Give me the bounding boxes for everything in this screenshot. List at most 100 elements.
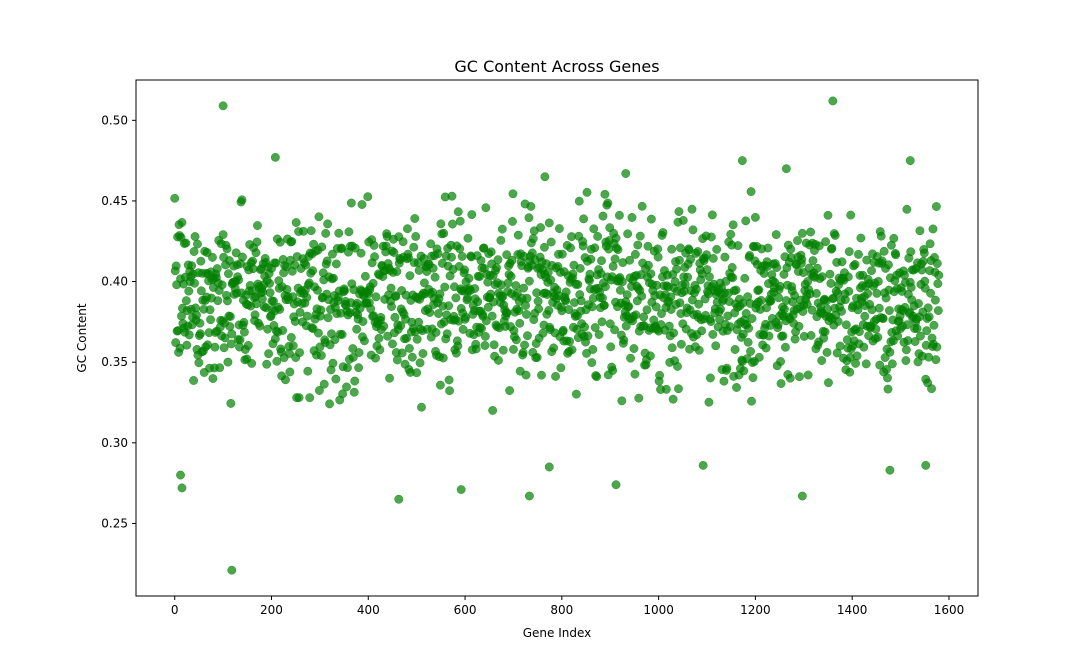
data-point: [884, 306, 894, 315]
data-point: [614, 210, 624, 220]
data-point: [617, 277, 627, 287]
data-point: [779, 304, 789, 314]
data-point: [488, 406, 498, 415]
data-point: [508, 189, 518, 199]
data-point: [745, 251, 755, 260]
data-point: [187, 261, 197, 271]
data-point: [837, 306, 846, 316]
data-point: [674, 255, 684, 265]
data-point: [901, 345, 911, 355]
data-point: [879, 246, 889, 256]
data-point: [348, 352, 358, 362]
data-point: [438, 353, 448, 363]
data-point: [392, 355, 402, 365]
data-point: [854, 249, 863, 259]
data-point: [811, 289, 821, 298]
data-point: [295, 307, 305, 317]
data-point: [875, 360, 885, 370]
data-point: [238, 252, 247, 262]
data-point: [597, 317, 607, 327]
data-point: [778, 331, 788, 341]
data-point: [730, 345, 740, 354]
data-point: [354, 363, 364, 373]
data-point: [457, 251, 467, 261]
data-point: [356, 248, 366, 258]
data-point: [598, 293, 607, 303]
data-point: [634, 393, 644, 403]
data-point: [317, 242, 327, 252]
data-point: [833, 317, 843, 326]
data-point: [664, 321, 674, 331]
data-point: [371, 353, 380, 363]
x-tick-label: 400: [357, 603, 380, 617]
data-point: [630, 249, 640, 259]
data-point: [286, 333, 296, 342]
data-point: [841, 320, 851, 330]
data-point: [919, 248, 929, 258]
data-point: [812, 263, 822, 273]
data-point: [902, 320, 912, 330]
data-point: [405, 271, 415, 281]
y-axis-label: GC Content: [75, 303, 89, 373]
data-point: [878, 314, 888, 324]
data-point: [265, 279, 275, 288]
data-point: [923, 303, 933, 313]
data-point: [728, 273, 738, 283]
data-point: [727, 263, 737, 272]
data-point: [678, 215, 688, 225]
data-point: [476, 256, 486, 266]
data-point: [603, 198, 613, 208]
data-point: [316, 351, 326, 360]
data-point: [375, 345, 385, 355]
data-point: [558, 325, 568, 335]
data-point: [635, 231, 645, 241]
data-point: [797, 228, 807, 238]
data-point: [639, 312, 649, 322]
data-point: [568, 269, 578, 279]
data-point: [536, 223, 545, 233]
data-point: [481, 316, 491, 326]
data-point: [653, 252, 663, 262]
data-point: [252, 237, 262, 247]
data-point: [492, 263, 501, 273]
data-point: [873, 276, 883, 286]
data-point: [593, 232, 603, 241]
x-tick-label: 200: [260, 603, 283, 617]
data-point: [360, 271, 370, 281]
data-point: [442, 329, 452, 339]
data-point: [223, 269, 233, 279]
data-point: [394, 494, 404, 504]
data-point: [544, 218, 554, 228]
data-point: [711, 341, 721, 351]
data-point: [646, 269, 656, 279]
data-point: [314, 212, 324, 222]
data-point: [918, 256, 928, 266]
data-point: [196, 286, 206, 296]
data-point: [876, 231, 886, 241]
data-point: [844, 286, 854, 296]
data-point: [546, 237, 556, 247]
data-point: [426, 239, 436, 249]
data-point: [508, 344, 518, 354]
data-point: [275, 237, 285, 247]
data-point: [358, 317, 368, 327]
data-point: [331, 374, 341, 384]
data-point: [702, 250, 711, 260]
data-point: [270, 152, 280, 162]
data-point: [927, 384, 936, 394]
data-point: [790, 334, 800, 344]
data-point: [931, 202, 941, 211]
data-point: [513, 230, 523, 240]
data-point: [922, 326, 932, 336]
data-point: [915, 331, 925, 341]
data-point: [319, 379, 329, 389]
data-point: [328, 273, 338, 283]
data-point: [744, 323, 754, 333]
data-point: [402, 333, 411, 343]
data-point: [295, 348, 305, 358]
x-tick-label: 600: [454, 603, 477, 617]
data-point: [567, 345, 577, 355]
data-point: [657, 309, 666, 319]
data-point: [363, 192, 373, 202]
data-point: [658, 228, 668, 237]
